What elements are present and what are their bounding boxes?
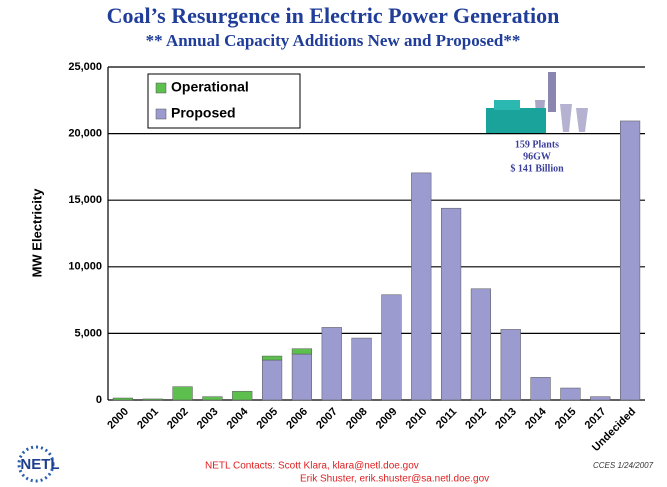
bar <box>143 399 163 400</box>
y-tick-label: 5,000 <box>74 327 102 339</box>
chart-subtitle: ** Annual Capacity Additions New and Pro… <box>146 31 521 50</box>
legend-label: Proposed <box>171 105 236 121</box>
bar <box>411 173 431 400</box>
plant-illustration <box>486 72 588 134</box>
bar <box>382 295 402 400</box>
annotation: 159 Plants <box>515 139 559 150</box>
chart: Coal’s Resurgence in Electric Power Gene… <box>0 0 667 487</box>
x-tick-label: 2013 <box>493 406 519 432</box>
bar <box>352 338 372 400</box>
bar <box>620 121 640 400</box>
y-tick-label: 20,000 <box>68 128 102 140</box>
y-axis-label: MW Electricity <box>29 188 44 278</box>
bar <box>441 208 461 400</box>
annotation: 96GW <box>523 151 551 162</box>
x-tick-label: 2017 <box>583 406 609 432</box>
bar <box>590 397 610 400</box>
x-tick-label: 2001 <box>135 406 161 432</box>
y-tick-label: 0 <box>96 394 102 406</box>
bar <box>501 329 521 400</box>
y-tick-label: 25,000 <box>68 61 102 73</box>
bar <box>262 356 282 360</box>
bar <box>471 289 491 400</box>
x-tick-label: 2003 <box>195 406 221 432</box>
x-tick-label: 2000 <box>105 406 131 432</box>
legend-label: Operational <box>171 79 249 95</box>
legend-swatch <box>156 109 166 119</box>
y-tick-label: 10,000 <box>68 261 102 273</box>
footer-contact: Erik Shuster, erik.shuster@sa.netl.doe.g… <box>300 474 489 485</box>
x-tick-label: 2006 <box>284 406 310 432</box>
annotation: $ 141 Billion <box>510 163 564 174</box>
bar <box>531 377 551 400</box>
bar <box>203 397 223 400</box>
legend-swatch <box>156 83 166 93</box>
footer-contact: NETL Contacts: Scott Klara, klara@netl.d… <box>205 461 419 472</box>
bar <box>292 349 312 354</box>
x-tick-label: 2011 <box>434 406 459 431</box>
bar <box>292 354 312 400</box>
bar <box>322 327 342 400</box>
x-tick-label: 2007 <box>314 406 340 432</box>
bar <box>113 398 133 400</box>
x-tick-label: 2012 <box>463 406 489 432</box>
x-tick-label: 2008 <box>344 406 370 432</box>
x-tick-label: 2005 <box>254 406 280 432</box>
x-tick-label: 2002 <box>165 406 191 432</box>
bar <box>561 388 581 400</box>
chart-title: Coal’s Resurgence in Electric Power Gene… <box>107 3 560 28</box>
x-tick-label: 2010 <box>404 406 430 432</box>
bar <box>232 391 252 400</box>
x-tick-label: 2014 <box>523 405 549 431</box>
x-tick-label: 2015 <box>553 406 579 432</box>
y-tick-label: 15,000 <box>68 194 102 206</box>
footer-note: CCES 1/24/2007 <box>593 461 654 470</box>
bar <box>173 387 193 400</box>
x-tick-label: 2004 <box>225 405 251 431</box>
x-tick-label: 2009 <box>374 406 400 432</box>
bar <box>262 360 282 400</box>
logo: NETL <box>19 447 60 481</box>
logo-text: NETL <box>20 456 59 473</box>
